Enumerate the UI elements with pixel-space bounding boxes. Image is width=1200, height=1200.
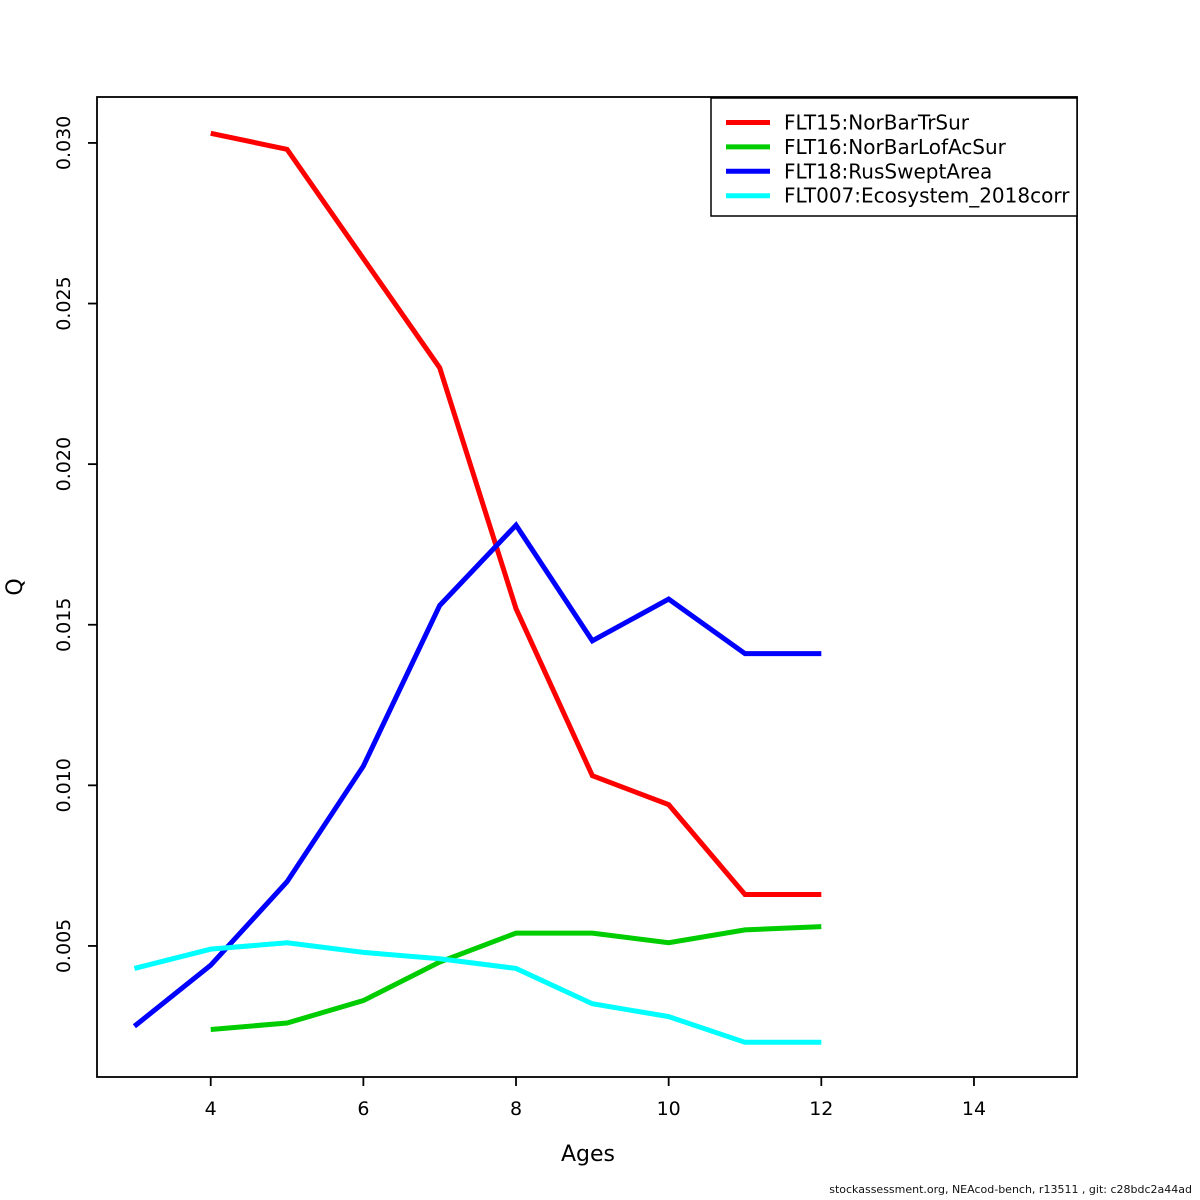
y-tick-label: 0.005 [53, 919, 75, 973]
series-line-flt007-ecosystem-2018corr [133, 940, 822, 1045]
series-line-flt18-russweptarea [132, 521, 822, 1029]
series-lines [132, 130, 822, 1045]
y-tick-label: 0.015 [53, 598, 75, 652]
x-tick-label: 4 [205, 1098, 217, 1120]
x-tick-label: 12 [809, 1098, 833, 1120]
x-axis: 4 6 8 10 12 14 [205, 1077, 986, 1120]
footer-credit: stockassessment.org, NEAcod-bench, r1351… [829, 1183, 1192, 1196]
legend-label: FLT007:Ecosystem_2018corr [784, 184, 1070, 208]
y-tick-label: 0.025 [53, 276, 75, 330]
legend-label: FLT16:NorBarLofAcSur [784, 135, 1007, 159]
legend-entry-flt16-norbarlofacsur: FLT16:NorBarLofAcSur [726, 135, 1007, 159]
legend-label: FLT15:NorBarTrSur [784, 111, 970, 135]
legend: FLT15:NorBarTrSurFLT16:NorBarLofAcSurFLT… [710, 97, 1078, 217]
x-axis-title: Ages [561, 1142, 615, 1167]
x-tick-label: 10 [657, 1098, 681, 1120]
x-tick-label: 6 [357, 1098, 369, 1120]
legend-entry-flt15-norbartrsur: FLT15:NorBarTrSur [726, 111, 970, 135]
y-axis-title: Q [3, 578, 28, 595]
legend-label: FLT18:RusSweptArea [784, 159, 992, 183]
series-line-flt16-norbarlofacsur [210, 924, 822, 1032]
y-axis: 0.005 0.010 0.015 0.020 0.025 0.030 [53, 116, 97, 973]
y-tick-label: 0.010 [53, 758, 75, 812]
x-tick-label: 8 [510, 1098, 522, 1120]
plot-border [96, 96, 1078, 1078]
series-line-flt15-norbartrsur [210, 130, 822, 898]
legend-entry-flt18-russweptarea: FLT18:RusSweptArea [726, 159, 992, 183]
y-tick-label: 0.020 [53, 437, 75, 491]
x-tick-label: 14 [962, 1098, 986, 1120]
legend-box [710, 97, 1078, 217]
legend-entry-flt007-ecosystem-2018corr: FLT007:Ecosystem_2018corr [726, 184, 1070, 208]
y-tick-label: 0.030 [53, 116, 75, 170]
